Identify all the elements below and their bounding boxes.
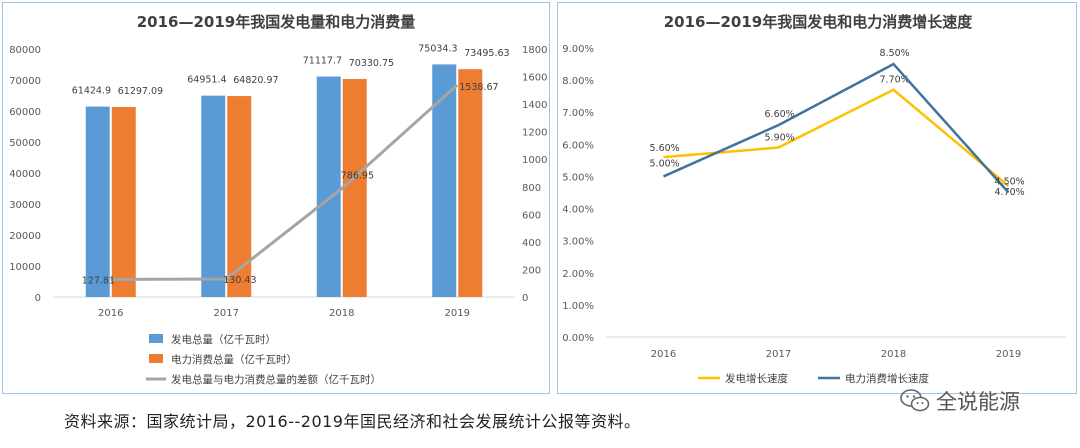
legend-label: 电力消费增长速度 [845, 372, 929, 385]
y-tick-label: 9.00% [562, 44, 594, 55]
y-left-tick-label: 70000 [9, 76, 41, 87]
bar-generation [432, 64, 457, 297]
line-data-label: 5.90% [765, 133, 795, 144]
y-tick-label: 8.00% [562, 76, 594, 87]
legend-label: 发电增长速度 [725, 372, 788, 385]
y-right-tick-label: 400 [522, 238, 541, 249]
bar-data-label: 70330.75 [349, 58, 394, 69]
chart-panel-generation: 2016—2019年我国发电量和电力消费量 0 10000 20000 30000 400… [2, 2, 550, 394]
legend-label: 发电总量与电力消费总量的差额（亿千瓦时） [171, 373, 381, 386]
chart-panel-growth: 2016—2019年我国发电和电力消费增长速度 0.00% 1.00% 2.00% 3.… [557, 2, 1077, 394]
chart-title: 2016—2019年我国发电量和电力消费量 [137, 13, 416, 31]
x-tick-label: 2018 [881, 349, 906, 360]
y-right-tick-label: 1600 [522, 73, 547, 84]
y-right-tick-label: 600 [522, 210, 541, 221]
generation-consumption-chart: 2016—2019年我国发电量和电力消费量0100002000030000400… [9, 13, 547, 386]
y-right-tick-label: 800 [522, 183, 541, 194]
bar-data-label: 61297.09 [118, 86, 163, 97]
x-tick-label: 2017 [214, 308, 239, 319]
y-right-tick-label: 0 [522, 293, 528, 304]
y-right-tick-label: 1000 [522, 155, 547, 166]
line-data-label: 127.81 [82, 275, 115, 286]
y-left-tick-label: 80000 [9, 45, 41, 56]
x-tick-label: 2016 [651, 349, 676, 360]
line-data-label: 786.95 [341, 171, 374, 182]
line-data-label: 4.50% [995, 177, 1025, 188]
y-left-tick-label: 30000 [9, 200, 41, 211]
bar-data-label: 73495.63 [464, 48, 509, 59]
legend-swatch [149, 354, 163, 363]
wechat-icon [900, 389, 930, 412]
line-data-label: 6.60% [765, 109, 795, 120]
bar-data-label: 75034.3 [418, 43, 457, 54]
x-tick-label: 2019 [445, 308, 470, 319]
y-right-tick-label: 200 [522, 265, 541, 276]
line-data-label: 8.50% [880, 48, 910, 59]
x-tick-label: 2019 [996, 349, 1021, 360]
consumption-growth-line [662, 62, 1010, 194]
y-left-tick-label: 60000 [9, 107, 41, 118]
y-tick-label: 1.00% [562, 301, 594, 312]
brand-name: 全说能源 [936, 390, 1020, 414]
growth-rate-chart: 2016—2019年我国发电和电力消费增长速度 0.00% 1.00% 2.00% 3.… [562, 13, 1066, 385]
source-note: 资料来源：国家统计局，2016--2019年国民经济和社会发展统计公报等资料。 [64, 412, 641, 431]
y-left-tick-label: 10000 [9, 262, 41, 273]
y-right-tick-label: 1800 [522, 45, 547, 56]
y-left-tick-label: 50000 [9, 138, 41, 149]
y-tick-label: 4.00% [562, 205, 594, 216]
line-data-label: 5.60% [650, 143, 680, 154]
bar-generation [201, 95, 226, 297]
chart-title: 2016—2019年我国发电和电力消费增长速度 [664, 13, 973, 31]
y-right-tick-label: 1200 [522, 128, 547, 139]
line-data-label: 4.70% [995, 187, 1025, 198]
y-tick-label: 0.00% [562, 333, 594, 344]
bar-data-label: 64820.97 [233, 75, 278, 86]
line-data-label: 1538.67 [459, 82, 498, 93]
bar-generation [316, 76, 341, 298]
bar-data-label: 71117.7 [303, 56, 342, 67]
generation-growth-line [663, 88, 1010, 188]
y-left-tick-label: 40000 [9, 169, 41, 180]
legend-label: 发电总量（亿千瓦时） [171, 333, 276, 346]
y-right-tick-label: 1400 [522, 100, 547, 111]
y-tick-label: 5.00% [562, 172, 594, 183]
bar-consumption [458, 69, 483, 297]
bar-consumption [342, 78, 367, 298]
y-left-tick-label: 0 [35, 293, 41, 304]
difference-line [110, 83, 459, 281]
bar-data-label: 61424.9 [72, 86, 111, 97]
brand-watermark: 全说能源 [900, 385, 1020, 417]
y-tick-label: 6.00% [562, 140, 594, 151]
x-tick-label: 2018 [329, 308, 354, 319]
bar-data-label: 64951.4 [187, 75, 226, 86]
line-data-label: 7.70% [880, 75, 910, 86]
bar-generation [85, 106, 110, 297]
legend-label: 电力消费总量（亿千瓦时） [171, 353, 297, 366]
y-tick-label: 3.00% [562, 237, 594, 248]
x-tick-label: 2016 [98, 308, 123, 319]
legend-swatch [149, 334, 163, 343]
y-tick-label: 2.00% [562, 269, 594, 280]
line-data-label: 5.00% [650, 158, 680, 169]
x-tick-label: 2017 [766, 349, 791, 360]
y-left-tick-label: 20000 [9, 231, 41, 242]
line-data-label: 130.43 [223, 275, 256, 286]
bar-consumption [227, 96, 252, 297]
y-tick-label: 7.00% [562, 108, 594, 119]
bar-consumption [111, 106, 136, 297]
